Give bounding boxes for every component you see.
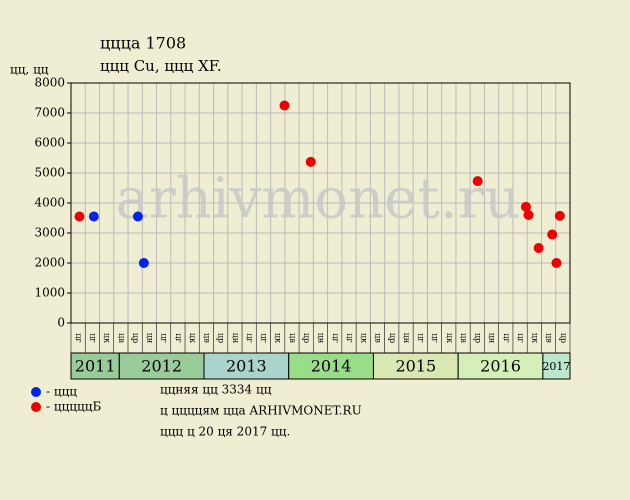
column-label: цг	[174, 333, 183, 342]
column-label: цр	[559, 333, 568, 343]
column-label: цр	[388, 333, 397, 343]
data-point	[554, 210, 565, 221]
legend-label: - ццц	[46, 385, 77, 399]
data-point	[74, 211, 85, 222]
column-label: цн	[231, 333, 240, 343]
y-tick-label: 1000	[34, 286, 65, 300]
year-label: 2012	[141, 357, 182, 376]
legend-marker	[31, 402, 41, 412]
y-tick-label: 0	[57, 316, 65, 330]
column-label: цк	[359, 333, 368, 343]
column-label: цг	[160, 333, 169, 342]
data-point	[547, 229, 558, 240]
column-label: цн	[402, 333, 411, 343]
column-label: цг	[502, 333, 511, 342]
chart-subtitle: ццц Cu, ццц XF.	[100, 57, 222, 75]
legend-marker	[31, 387, 41, 397]
note: ццц ц 20 ця 2017 цц.	[160, 425, 290, 439]
year-label: 2014	[311, 357, 352, 376]
column-label: цк	[188, 333, 197, 343]
column-label: цв	[288, 333, 297, 343]
column-label: цг	[345, 333, 354, 342]
column-label: цр	[131, 333, 140, 343]
column-label: цг	[245, 333, 254, 342]
y-tick-label: 8000	[34, 76, 65, 90]
data-point	[88, 211, 99, 222]
y-axis-label: цц, цц	[10, 63, 49, 77]
column-label: цк	[530, 333, 539, 343]
year-label: 2016	[480, 357, 521, 376]
y-tick-label: 2000	[34, 256, 65, 270]
chart-title: ццца 1708	[100, 34, 186, 53]
column-label: цк	[103, 333, 112, 343]
column-label: цг	[88, 333, 97, 342]
column-label: цг	[74, 333, 83, 342]
column-label: цг	[516, 333, 525, 342]
data-point	[520, 201, 531, 212]
column-label: цн	[488, 333, 497, 343]
year-cell	[542, 352, 571, 380]
data-point	[305, 156, 316, 167]
y-tick-label: 3000	[34, 226, 65, 240]
data-point	[523, 210, 534, 220]
column-label: цк	[274, 333, 283, 343]
column-label: цр	[217, 333, 226, 343]
y-tick-label: 4000	[34, 196, 65, 210]
column-label: цв	[202, 333, 211, 343]
column-label: цн	[145, 333, 154, 343]
data-point	[472, 176, 483, 187]
plot-border	[70, 82, 571, 324]
column-label: цк	[445, 333, 454, 343]
column-label: цг	[331, 333, 340, 342]
column-label: цн	[317, 333, 326, 343]
y-tick-label: 5000	[34, 166, 65, 180]
column-label: цр	[302, 333, 311, 343]
y-tick-label: 7000	[34, 106, 65, 120]
column-label: цг	[259, 333, 268, 342]
column-label: цв	[459, 333, 468, 343]
legend-label: - цццццБ	[46, 400, 101, 414]
column-label: цр	[473, 333, 482, 343]
data-point	[551, 258, 562, 268]
watermark: arhivmonet.ru	[116, 167, 521, 232]
year-label: 2017	[542, 360, 570, 373]
year-label: 2013	[226, 357, 267, 376]
note: ц ццццям ццa ARHIVMONET.RU	[160, 404, 362, 418]
year-label: 2015	[395, 357, 436, 376]
column-label: цв	[545, 333, 554, 343]
column-label: цг	[431, 333, 440, 342]
data-point	[138, 258, 149, 268]
column-label: цв	[374, 333, 383, 343]
year-cell	[288, 352, 374, 380]
data-point	[279, 100, 290, 111]
y-tick-label: 6000	[34, 136, 65, 150]
data-point	[132, 211, 143, 222]
year-cell	[70, 352, 120, 380]
data-point	[533, 243, 544, 253]
year-cell	[118, 352, 205, 380]
year-label: 2011	[75, 357, 116, 376]
column-label: цг	[416, 333, 425, 342]
column-label: цв	[117, 333, 126, 343]
note: ццняя цц 3334 цц	[160, 383, 272, 397]
year-cell	[203, 352, 290, 380]
